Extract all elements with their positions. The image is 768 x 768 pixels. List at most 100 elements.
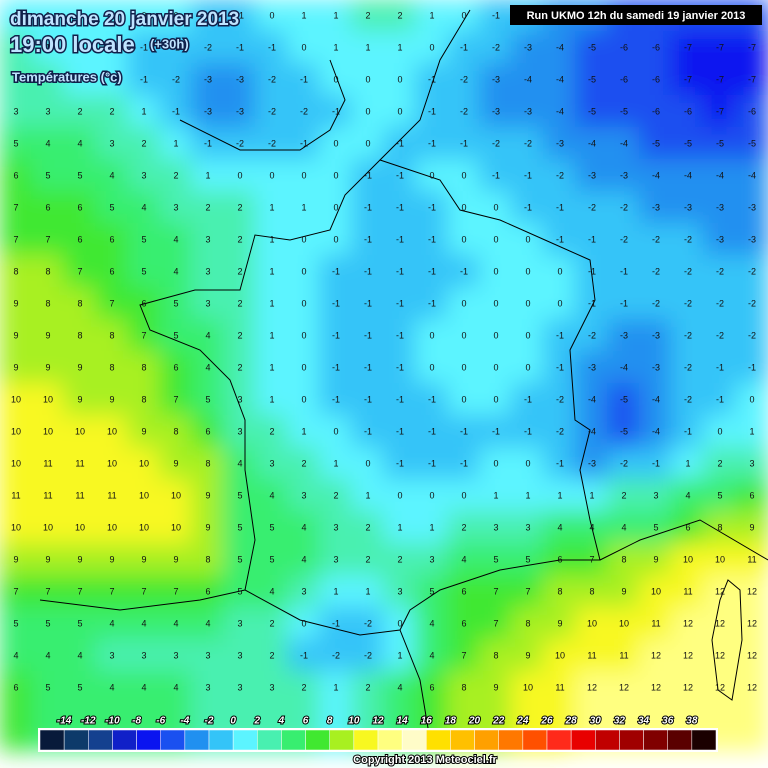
field-cell <box>31 127 65 161</box>
grid-value: -1 <box>428 458 436 468</box>
field-cell <box>63 63 97 97</box>
field-cell <box>159 639 193 673</box>
grid-value: 2 <box>621 490 626 500</box>
grid-value: -2 <box>748 298 756 308</box>
colorbar: -14 -12 -10 -8 -6 -4 -2 0 2 4 6 8 10 12 14 16 18 20 22 24 26… <box>38 715 718 752</box>
grid-value: 2 <box>237 362 242 372</box>
grid-value: -2 <box>684 298 692 308</box>
grid-value: -2 <box>588 330 596 340</box>
colorbar-box <box>88 729 113 751</box>
grid-value: 1 <box>333 10 338 20</box>
field-cell <box>703 383 737 417</box>
grid-value: -4 <box>556 42 564 52</box>
grid-value: 4 <box>269 490 274 500</box>
field-cell <box>575 607 609 641</box>
grid-value: 3 <box>397 586 402 596</box>
field-cell <box>95 383 129 417</box>
field-cell <box>95 287 129 321</box>
grid-value: -1 <box>332 330 340 340</box>
grid-value: 4 <box>173 618 178 628</box>
grid-value: 2 <box>173 170 178 180</box>
field-cell <box>159 543 193 577</box>
field-cell <box>319 639 353 673</box>
grid-value: 5 <box>269 554 274 564</box>
field-cell <box>95 31 129 65</box>
field-cell <box>639 351 673 385</box>
grid-value: -2 <box>684 394 692 404</box>
grid-value: 8 <box>141 394 146 404</box>
field-cell <box>479 159 513 193</box>
field-cell <box>511 607 545 641</box>
field-cell <box>511 383 545 417</box>
colorbar-tick: -14 <box>57 716 72 727</box>
grid-value: -3 <box>748 234 756 244</box>
grid-value: 3 <box>653 490 658 500</box>
grid-value: 3 <box>109 650 114 660</box>
field-cell <box>351 223 385 257</box>
grid-value: -1 <box>364 330 372 340</box>
field-cell <box>351 383 385 417</box>
grid-value: -1 <box>300 74 308 84</box>
grid-value: 6 <box>557 554 562 564</box>
field-cell <box>575 287 609 321</box>
field-cell <box>319 415 353 449</box>
field-cell <box>127 95 161 129</box>
field-cell <box>735 639 768 673</box>
grid-value: 6 <box>749 490 754 500</box>
field-cell <box>671 127 705 161</box>
grid-value: 10 <box>43 426 53 436</box>
grid-value: -2 <box>460 106 468 116</box>
field-cell <box>255 191 289 225</box>
grid-value: 0 <box>301 330 306 340</box>
grid-value: 2 <box>205 202 210 212</box>
grid-value: -1 <box>236 42 244 52</box>
grid-value: 12 <box>619 682 629 692</box>
field-cell <box>287 287 321 321</box>
grid-value: -4 <box>748 170 756 180</box>
field-cell <box>639 575 673 609</box>
grid-value: -2 <box>332 650 340 660</box>
grid-value: -1 <box>620 266 628 276</box>
colorbar-box <box>691 729 717 751</box>
grid-value: 3 <box>173 650 178 660</box>
field-cell <box>447 607 481 641</box>
field-cell <box>31 479 65 513</box>
field-cell <box>479 575 513 609</box>
field-cell <box>415 415 449 449</box>
grid-value: -1 <box>428 298 436 308</box>
lead-time: (+30h) <box>150 36 189 51</box>
grid-value: 9 <box>525 650 530 660</box>
grid-value: 9 <box>77 394 82 404</box>
field-cell <box>223 0 257 33</box>
field-cell <box>415 127 449 161</box>
field-cell <box>255 351 289 385</box>
grid-value: 3 <box>237 426 242 436</box>
field-cell <box>255 255 289 289</box>
grid-value: -1 <box>364 362 372 372</box>
field-cell <box>511 287 545 321</box>
field-cell <box>639 639 673 673</box>
grid-value: 4 <box>141 618 146 628</box>
field-cell <box>319 607 353 641</box>
france-outline <box>139 159 601 636</box>
grid-value: 0 <box>237 170 242 180</box>
grid-value: -1 <box>460 426 468 436</box>
field-cell <box>575 319 609 353</box>
field-cell <box>0 671 33 751</box>
field-cell <box>191 511 225 545</box>
field-cell <box>511 479 545 513</box>
field-cell <box>511 511 545 545</box>
field-cell <box>703 447 737 481</box>
field-cell <box>511 447 545 481</box>
field-cell <box>0 223 33 257</box>
colorbar-tick: 32 <box>614 716 626 727</box>
field-cell <box>127 127 161 161</box>
grid-value: -3 <box>492 74 500 84</box>
field-cell <box>479 383 513 417</box>
field-cell <box>447 447 481 481</box>
field-cell <box>95 63 129 97</box>
field-cell <box>159 415 193 449</box>
grid-value: -6 <box>652 106 660 116</box>
field-cell <box>511 255 545 289</box>
grid-value: 2 <box>269 650 274 660</box>
